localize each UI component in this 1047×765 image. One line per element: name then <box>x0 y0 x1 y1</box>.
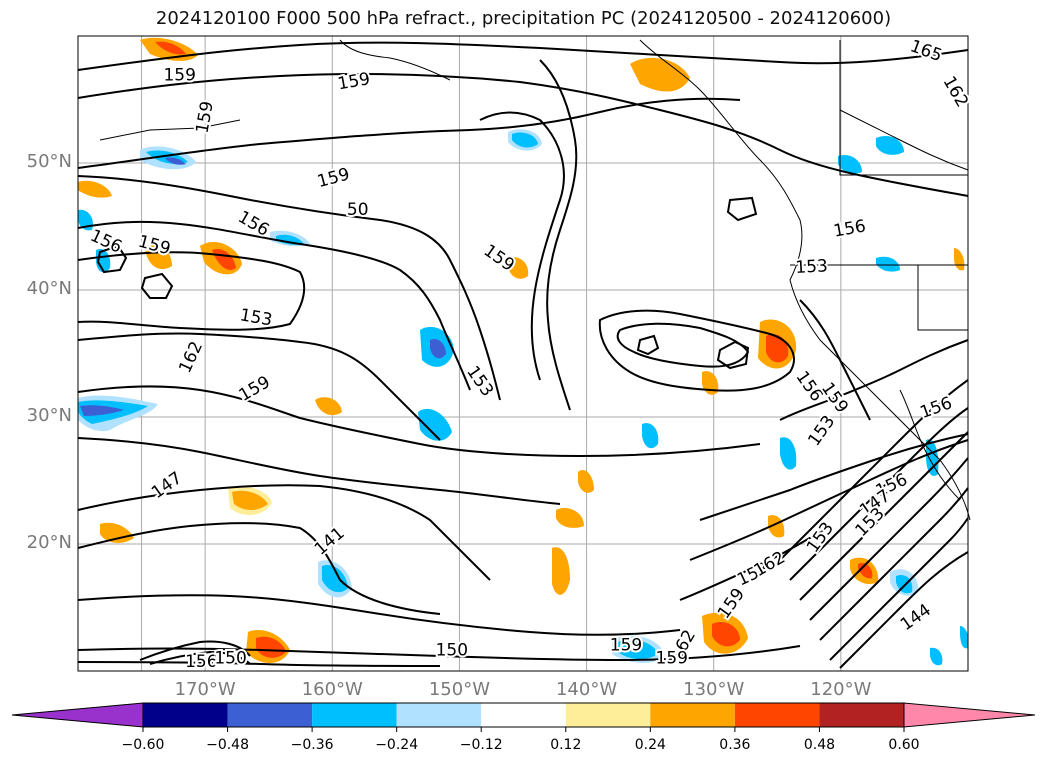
colorbar-tick-label: 0.48 <box>804 737 835 753</box>
colorbar-tick-label: −0.12 <box>460 737 503 753</box>
colorbar: −0.60 −0.48 −0.36 −0.24 −0.12 0.12 0.24 0.36 0.4… <box>11 702 1036 753</box>
colorbar-segment <box>227 703 313 727</box>
contour-label: 159 <box>163 65 195 85</box>
colorbar-segment <box>650 703 735 727</box>
lat-label: 20°N <box>26 532 72 553</box>
colorbar-tick-label: 0.60 <box>888 737 919 753</box>
contour-label: 156 <box>832 216 867 241</box>
contour-label: 153 <box>238 305 273 330</box>
contour-label: 159 <box>236 372 274 406</box>
contour-label: 159 <box>192 100 217 135</box>
colorbar-segment <box>734 703 820 727</box>
colorbar-tick-label: −0.36 <box>291 737 334 753</box>
lat-label: 30°N <box>26 405 72 426</box>
colorbar-tick-label: −0.60 <box>122 737 165 753</box>
colorbar-segment <box>481 703 566 727</box>
map-frame <box>77 35 969 672</box>
contour-label: 141 <box>311 523 349 559</box>
colorbar-over-arrow <box>903 702 1036 728</box>
contour-label: 159 <box>656 648 688 668</box>
lon-label: 140°W <box>555 679 618 700</box>
colorbar-tick-label: 0.12 <box>550 737 581 753</box>
colorbar-segment <box>565 703 651 727</box>
contour-label: 159 <box>336 69 371 94</box>
lon-label: 130°W <box>683 679 745 700</box>
contour-label: 159 <box>817 379 852 417</box>
lon-label: 150°W <box>428 679 490 700</box>
colorbar-segment <box>396 703 482 727</box>
contour-label: 156 <box>918 393 955 423</box>
contour-label: 162 <box>175 338 207 376</box>
lat-label: 40°N <box>26 278 72 299</box>
lat-label: 50°N <box>26 151 72 172</box>
contour-label: 159 <box>610 636 642 656</box>
contour-label: 156 <box>185 652 217 672</box>
contour-label: 159 <box>315 164 352 192</box>
contour-label: 147 <box>148 468 186 503</box>
lon-label: 160°W <box>301 679 363 700</box>
map-title: 2024120100 F000 500 hPa refract., precip… <box>155 8 892 29</box>
colorbar-tick-label: 0.36 <box>719 737 750 753</box>
colorbar-outline <box>142 702 905 728</box>
contour-label: 162 <box>939 73 973 111</box>
colorbar-segment <box>312 703 397 727</box>
contour-label: 150 <box>436 641 468 661</box>
colorbar-tick-label: 0.24 <box>635 737 666 753</box>
contour-label: 153 <box>804 412 839 450</box>
contour-label: 165 <box>907 36 944 66</box>
colorbar-under-arrow <box>11 702 144 728</box>
contour-label: 153 <box>795 256 828 278</box>
lon-label: 170°W <box>174 679 236 700</box>
lon-label: 120°W <box>810 679 872 700</box>
coastlines <box>99 39 971 521</box>
refractivity-contours <box>77 41 969 669</box>
contour-label: 50 <box>347 200 369 220</box>
graticule <box>78 36 968 671</box>
contour-label: 150 <box>214 648 246 668</box>
colorbar-segment <box>819 703 904 727</box>
colorbar-tick-label: −0.24 <box>375 737 418 753</box>
colorbar-segment <box>143 703 228 727</box>
colorbar-tick-label: −0.48 <box>206 737 249 753</box>
